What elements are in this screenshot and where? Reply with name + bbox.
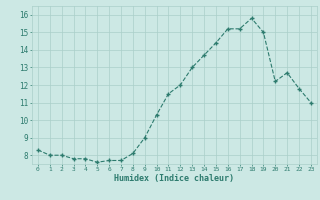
X-axis label: Humidex (Indice chaleur): Humidex (Indice chaleur) [115,174,234,183]
